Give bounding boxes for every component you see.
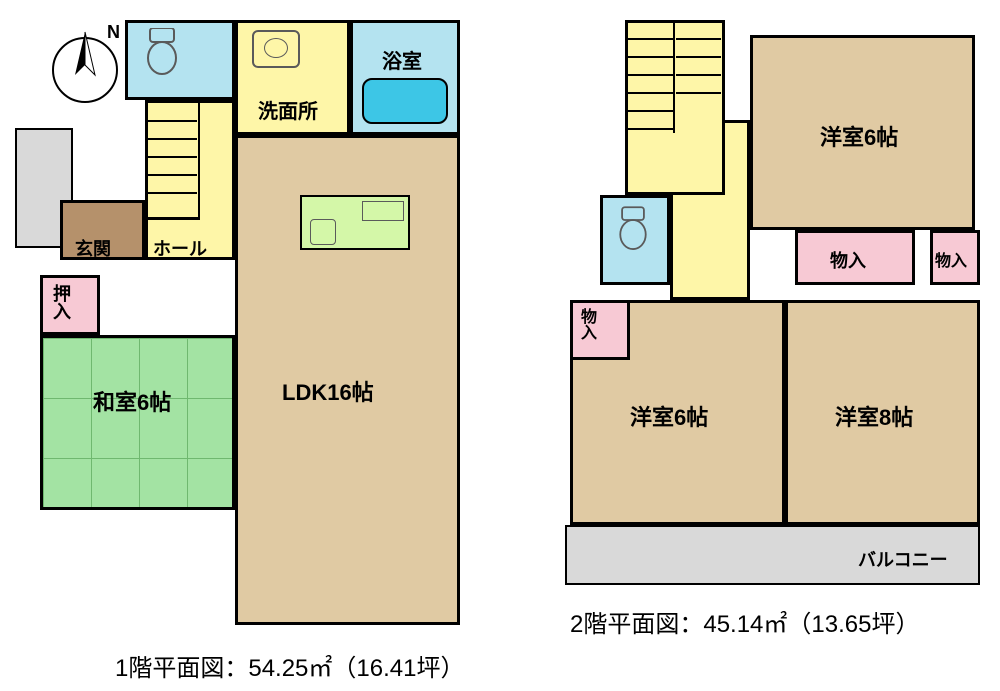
kitchen-counter <box>300 195 410 250</box>
floorplan-canvas: N LDK16帖 洗面所 浴室 ホール 玄関 押入 <box>0 0 1000 691</box>
label-closet-a1: 物入 <box>830 247 866 273</box>
label-balcony: バルコニー <box>858 546 948 572</box>
toilet-icon-2f <box>613 205 653 260</box>
label-oshiire: 押入 <box>53 285 71 321</box>
toilet-icon-1f <box>140 28 184 83</box>
label-ldk: LDK16帖 <box>282 375 374 407</box>
label-closet-b: 物入 <box>581 310 597 342</box>
caption-floor2: 2階平面図：45.14㎡（13.65坪） <box>570 604 919 639</box>
label-western-8: 洋室8帖 <box>835 400 913 432</box>
label-washitsu: 和室6帖 <box>93 385 171 417</box>
label-genkan: 玄関 <box>75 235 111 261</box>
room-stairs-1f <box>145 100 200 220</box>
bathtub-icon <box>362 78 448 124</box>
room-closet-b <box>570 300 630 360</box>
label-bath: 浴室 <box>382 45 422 74</box>
label-closet-a2: 物入 <box>935 247 967 271</box>
label-washroom: 洗面所 <box>258 95 318 124</box>
label-western-6a: 洋室6帖 <box>820 120 898 152</box>
label-western-6b: 洋室6帖 <box>630 400 708 432</box>
label-hall: ホール <box>153 235 207 261</box>
compass-n: N <box>107 22 120 42</box>
caption-floor1: 1階平面図：54.25㎡（16.41坪） <box>115 648 464 683</box>
room-washitsu <box>40 335 235 510</box>
room-stairs-2f <box>625 20 725 195</box>
compass: N <box>45 20 125 115</box>
washbasin-icon <box>252 30 300 68</box>
